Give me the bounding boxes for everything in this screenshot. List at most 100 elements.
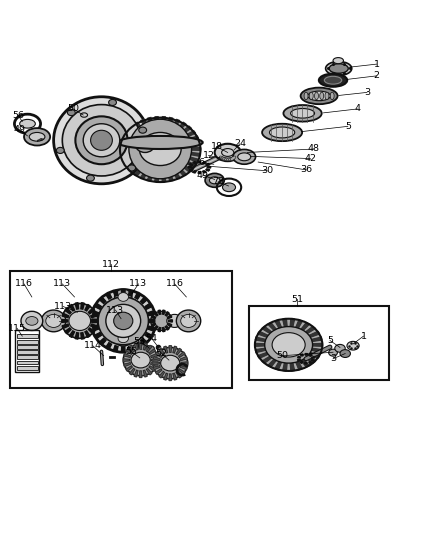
Polygon shape — [122, 136, 131, 141]
Polygon shape — [300, 354, 304, 356]
Polygon shape — [152, 359, 158, 361]
Polygon shape — [69, 331, 74, 337]
Text: 112: 112 — [102, 260, 120, 269]
Ellipse shape — [114, 312, 133, 329]
Bar — [17, 345, 38, 349]
Polygon shape — [139, 343, 142, 349]
Text: 49: 49 — [197, 171, 208, 180]
Ellipse shape — [223, 183, 236, 192]
Ellipse shape — [131, 352, 150, 368]
Polygon shape — [167, 324, 172, 327]
Ellipse shape — [139, 133, 181, 166]
Polygon shape — [186, 161, 195, 167]
Polygon shape — [169, 346, 172, 352]
Text: 51: 51 — [291, 295, 304, 304]
Polygon shape — [162, 117, 166, 124]
Polygon shape — [275, 362, 281, 370]
Ellipse shape — [115, 330, 132, 346]
Polygon shape — [202, 171, 206, 173]
Text: 116: 116 — [166, 279, 184, 288]
Polygon shape — [129, 165, 138, 172]
Polygon shape — [134, 370, 138, 377]
Text: 56: 56 — [12, 110, 24, 119]
Polygon shape — [173, 119, 180, 127]
Ellipse shape — [53, 97, 149, 184]
Polygon shape — [124, 362, 131, 367]
Polygon shape — [149, 349, 155, 354]
Ellipse shape — [81, 113, 88, 117]
Text: 50: 50 — [276, 351, 288, 360]
Polygon shape — [95, 333, 102, 338]
Ellipse shape — [262, 124, 302, 141]
Text: 113: 113 — [129, 279, 148, 288]
Ellipse shape — [223, 158, 229, 161]
Polygon shape — [153, 362, 159, 365]
Polygon shape — [183, 126, 191, 133]
Polygon shape — [193, 161, 196, 164]
Polygon shape — [120, 152, 130, 156]
Polygon shape — [159, 349, 165, 355]
Polygon shape — [180, 357, 187, 360]
Ellipse shape — [330, 92, 334, 100]
Polygon shape — [193, 171, 196, 173]
Polygon shape — [179, 369, 185, 374]
Ellipse shape — [139, 127, 147, 133]
Ellipse shape — [320, 92, 324, 100]
Polygon shape — [309, 332, 319, 337]
Polygon shape — [141, 338, 147, 344]
Text: 3: 3 — [330, 354, 336, 364]
Polygon shape — [183, 165, 191, 172]
Polygon shape — [168, 117, 173, 125]
Ellipse shape — [115, 289, 132, 305]
Polygon shape — [124, 353, 131, 358]
Text: 3: 3 — [364, 88, 370, 97]
Ellipse shape — [233, 149, 255, 164]
Ellipse shape — [83, 124, 120, 157]
Polygon shape — [149, 319, 155, 323]
Polygon shape — [134, 123, 142, 130]
Polygon shape — [178, 168, 186, 175]
Polygon shape — [206, 164, 210, 166]
Ellipse shape — [209, 177, 220, 184]
Polygon shape — [306, 327, 315, 333]
Polygon shape — [311, 357, 314, 358]
Polygon shape — [121, 347, 125, 352]
Text: 6: 6 — [198, 158, 205, 167]
Polygon shape — [125, 131, 134, 136]
Polygon shape — [198, 172, 201, 173]
Polygon shape — [162, 174, 166, 181]
Polygon shape — [75, 333, 78, 339]
Text: 24: 24 — [234, 139, 246, 148]
Polygon shape — [92, 319, 97, 323]
Polygon shape — [135, 293, 141, 299]
Text: 49: 49 — [14, 125, 26, 134]
Polygon shape — [134, 343, 138, 350]
Polygon shape — [189, 169, 193, 171]
Polygon shape — [313, 343, 322, 346]
Ellipse shape — [123, 344, 158, 376]
Polygon shape — [151, 353, 158, 358]
Ellipse shape — [118, 293, 128, 301]
Polygon shape — [301, 359, 309, 367]
Ellipse shape — [224, 158, 231, 161]
Ellipse shape — [109, 99, 117, 106]
Ellipse shape — [228, 157, 234, 161]
Text: 53: 53 — [134, 337, 146, 346]
Ellipse shape — [304, 92, 308, 100]
Polygon shape — [92, 311, 99, 316]
Ellipse shape — [161, 356, 180, 371]
Polygon shape — [178, 123, 186, 130]
Polygon shape — [305, 353, 307, 355]
Polygon shape — [176, 372, 181, 378]
Text: 36: 36 — [300, 165, 312, 174]
Text: 30: 30 — [261, 166, 273, 175]
Polygon shape — [129, 126, 138, 133]
Polygon shape — [173, 346, 177, 353]
Polygon shape — [128, 290, 133, 296]
Polygon shape — [202, 161, 206, 164]
Ellipse shape — [21, 311, 43, 330]
Ellipse shape — [29, 133, 45, 141]
Polygon shape — [155, 352, 162, 357]
Text: 5: 5 — [345, 122, 351, 131]
Ellipse shape — [120, 117, 201, 181]
